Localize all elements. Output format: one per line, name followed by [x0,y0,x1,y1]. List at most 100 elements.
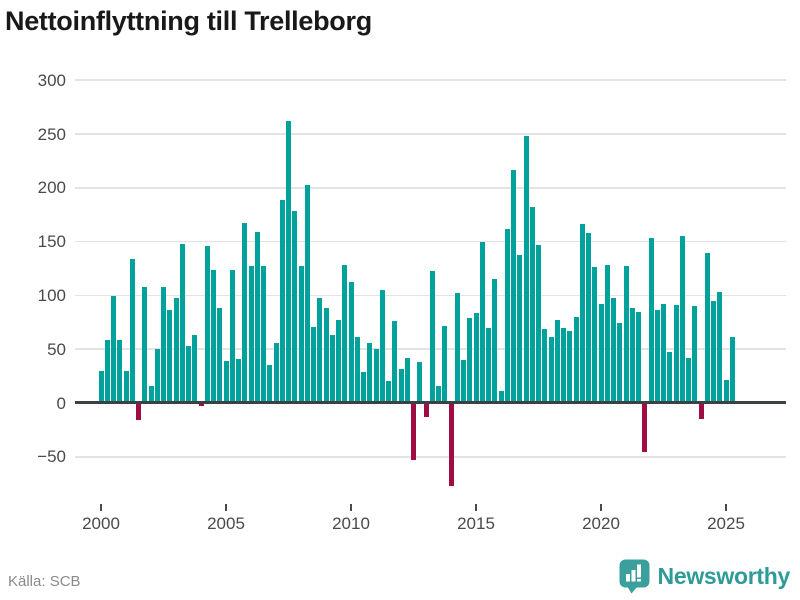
bar-2001-q2 [129,258,135,403]
bar-2008-q3 [311,326,316,403]
bar-2019-q4 [592,267,598,403]
bar-2002-q4 [167,310,173,403]
bar-2019-q3 [586,232,591,403]
bar-2009-q2 [329,335,335,403]
bar-2024-q1 [698,403,704,420]
x-axis-label-2010: 2010 [332,514,370,533]
bar-2014-q2 [454,293,460,403]
gridline-200 [75,187,786,189]
x-axis-zero-line [75,401,786,404]
x-tick-2015 [475,504,477,511]
x-axis-label-2005: 2005 [207,514,245,533]
bar-2017-q1 [523,136,529,403]
bar-2013-q1 [423,403,429,417]
bar-2011-q3 [386,381,391,403]
bar-2020-q4 [617,323,623,403]
bar-2024-q4 [717,292,723,403]
bar-2005-q3 [236,358,241,403]
bar-2002-q3 [161,286,166,403]
bar-2016-q2 [504,228,510,403]
bar-2013-q3 [436,385,441,403]
bar-2009-q4 [342,265,348,403]
bar-2023-q1 [673,305,679,403]
y-axis-label-300: 300 [37,70,66,90]
newsworthy-icon [619,559,650,594]
bar-2006-q3 [261,266,266,403]
bar-2012-q1 [398,368,404,403]
bar-2023-q2 [679,236,685,403]
bar-2021-q4 [642,403,648,453]
bar-2004-q1 [198,403,204,407]
bar-2017-q4 [542,328,548,403]
bar-2000-q4 [117,339,123,403]
bar-2003-q3 [186,345,191,403]
bar-2003-q1 [173,297,179,403]
bar-2004-q2 [204,245,210,403]
y-axis-label-50: 50 [47,339,66,359]
bar-2007-q4 [292,211,298,403]
bar-2011-q2 [379,290,385,403]
brand-logo: Newsworthy [619,559,790,594]
gridline-250 [75,133,786,135]
bar-2000-q2 [104,339,110,403]
bar-2016-q3 [511,169,516,403]
y-axis-label-200: 200 [37,178,66,198]
bar-2014-q4 [467,317,473,403]
bar-2015-q3 [486,327,491,403]
bar-2006-q1 [248,266,254,403]
chart-title: Nettoinflyttning till Trelleborg [5,6,372,36]
y-axis-label-0: 0 [56,393,66,413]
bar-2012-q4 [417,362,423,403]
bar-2015-q1 [473,312,479,403]
bar-2004-q3 [211,269,216,403]
bar-2022-q4 [667,352,673,403]
bar-2016-q1 [498,391,504,403]
bar-2024-q2 [704,253,710,403]
bar-2005-q1 [223,361,229,403]
x-tick-2020 [600,504,602,511]
bar-2018-q1 [548,337,554,403]
bar-2017-q3 [536,244,541,403]
bar-2019-q1 [573,316,579,403]
gridline-150 [75,240,786,243]
x-axis-label-2015: 2015 [457,514,495,533]
bar-2022-q2 [654,310,660,403]
bar-2013-q2 [429,270,435,403]
bar-2005-q4 [242,223,248,403]
bar-2014-q1 [448,403,454,486]
bar-2008-q2 [304,184,310,403]
bar-2009-q3 [336,320,341,403]
bar-2008-q1 [298,266,304,403]
bar-2020-q2 [604,265,610,403]
bar-2019-q2 [579,224,585,403]
bar-2012-q3 [411,403,416,461]
bar-2002-q2 [154,349,160,403]
bar-2022-q1 [648,238,654,403]
bar-2018-q2 [554,320,560,403]
x-tick-2025 [725,504,727,511]
y-axis-label-100: 100 [37,285,66,305]
bar-2010-q4 [367,342,373,403]
bar-2011-q4 [392,321,398,403]
bar-2010-q2 [354,337,360,403]
bar-2006-q4 [267,365,273,403]
bar-2010-q3 [361,371,366,403]
bar-2025-q2 [729,337,735,403]
bar-2018-q3 [561,327,566,403]
bar-2008-q4 [317,297,323,403]
bar-2010-q1 [348,282,354,403]
y-axis-label-250: 250 [37,124,66,144]
bar-2025-q1 [723,380,729,403]
x-tick-2000 [100,504,102,511]
bar-2007-q2 [279,199,285,403]
bar-2017-q2 [529,207,535,403]
bar-2024-q3 [711,300,716,403]
bar-2014-q3 [461,359,466,403]
bar-2012-q2 [404,357,410,403]
bar-2023-q3 [686,357,691,403]
gridline--50 [75,456,786,458]
bar-2016-q4 [517,254,523,403]
bar-2001-q3 [136,403,141,421]
bar-2001-q1 [123,370,129,403]
